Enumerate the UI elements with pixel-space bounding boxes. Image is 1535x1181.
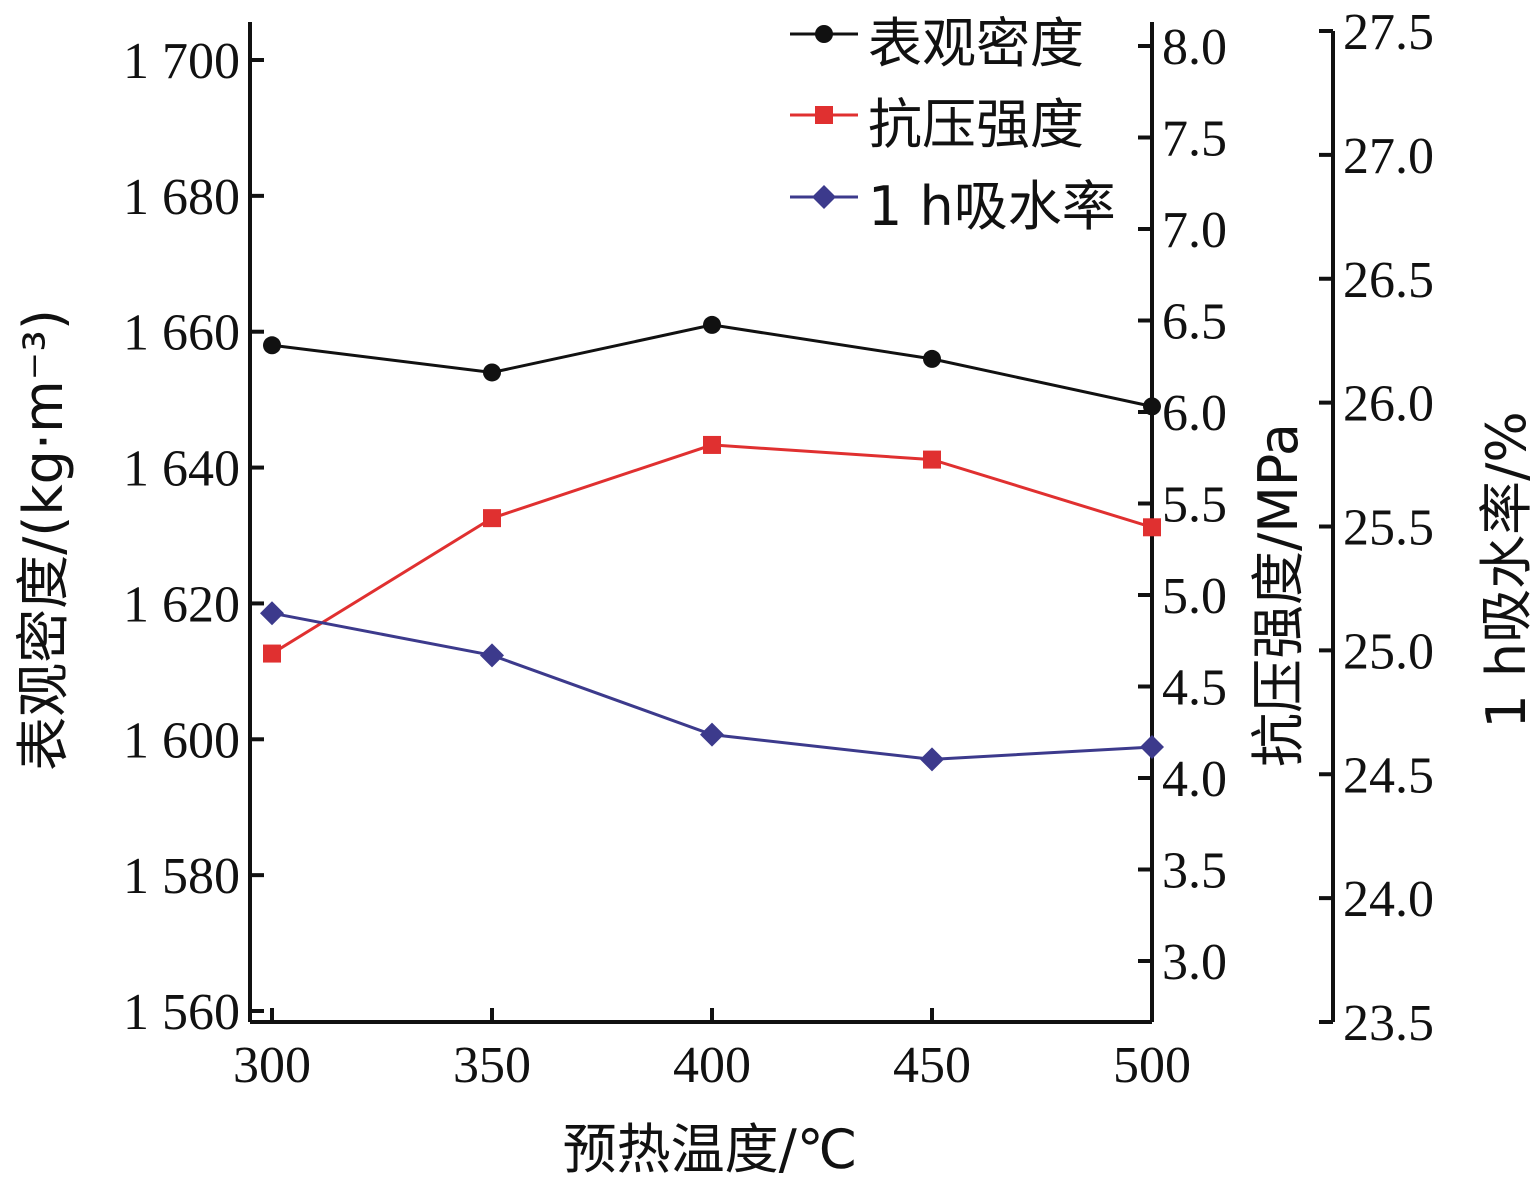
y-right2-tick-label: 23.5 [1343, 995, 1434, 1052]
y-right2-tick-label: 26.0 [1343, 376, 1434, 433]
y-left-tick-label: 1 660 [123, 305, 240, 362]
legend-label: 1 h吸水率 [868, 175, 1116, 238]
y-right1-tick-label: 5.0 [1162, 568, 1227, 625]
data-point [923, 349, 941, 368]
y-left-tick-label: 1 640 [123, 441, 240, 498]
y-right2-tick-label: 24.5 [1343, 747, 1434, 804]
data-point [703, 435, 721, 454]
y-right2-tick-label: 24.0 [1343, 871, 1434, 928]
y-left-tick-label: 1 600 [123, 712, 240, 769]
data-point [483, 363, 501, 382]
data-point [1143, 518, 1161, 537]
y-right1-tick-label: 6.0 [1162, 385, 1227, 442]
y-right1-tick-label: 5.5 [1162, 477, 1227, 534]
y-left-tick-label: 1 580 [123, 848, 240, 905]
x-tick-label: 350 [453, 1037, 531, 1094]
data-point [263, 336, 281, 355]
y-axis-right1-title: 抗压强度/MPa [1247, 423, 1310, 767]
data-point [483, 509, 501, 528]
x-tick-label: 300 [233, 1037, 311, 1094]
data-point [260, 601, 284, 626]
y-right1-tick-label: 4.0 [1162, 751, 1227, 808]
x-tick-label: 400 [673, 1037, 751, 1094]
y-left-tick-label: 1 680 [123, 169, 240, 226]
series-layer [260, 315, 1164, 772]
data-point [920, 747, 944, 772]
data-point [1143, 397, 1161, 416]
y-axis-left-title: 表观密度/(kg·m⁻³) [12, 309, 75, 771]
y-right1-tick-label: 6.5 [1162, 294, 1227, 351]
y-left-tick-label: 1 620 [123, 576, 240, 633]
y-axis-right2-title: 1 h吸水率/% [1475, 411, 1535, 728]
y-right2-tick-label: 25.5 [1343, 500, 1434, 557]
y-right2-tick-label: 26.5 [1343, 252, 1434, 309]
data-point [700, 722, 724, 747]
y-right2-tick-label: 27.0 [1343, 128, 1434, 185]
data-point [263, 644, 281, 663]
x-tick-label: 450 [893, 1037, 971, 1094]
legend-label: 表观密度 [868, 12, 1084, 75]
data-point [480, 643, 504, 668]
y-right1-tick-label: 8.0 [1162, 19, 1227, 76]
x-tick-label: 500 [1113, 1037, 1191, 1094]
y-left-tick-label: 1 560 [123, 984, 240, 1041]
y-right1-tick-label: 7.5 [1162, 111, 1227, 168]
y-right2-tick-label: 25.0 [1343, 623, 1434, 680]
legend-label: 抗压强度 [868, 93, 1084, 156]
y-right2-tick-label: 27.5 [1343, 4, 1434, 61]
y-left-tick-label: 1 700 [123, 33, 240, 90]
data-point [923, 450, 941, 469]
legend-marker [812, 185, 836, 209]
series-line-1 [271, 443, 1153, 655]
y-right1-tick-label: 7.0 [1162, 202, 1227, 259]
y-right1-tick-label: 3.0 [1162, 934, 1227, 991]
legend-marker [815, 25, 833, 43]
series-line-0 [271, 323, 1153, 408]
axes-layer: 300 350 400 450 500 1 560 1 580 1 600 1 620 1 640… [123, 4, 1434, 1094]
y-right1-tick-label: 3.5 [1162, 843, 1227, 900]
data-point [1140, 734, 1164, 759]
x-axis-title: 预热温度/℃ [563, 1118, 858, 1181]
data-point [703, 315, 721, 334]
y-right1-tick-label: 4.5 [1162, 660, 1227, 717]
legend-marker [815, 106, 833, 124]
